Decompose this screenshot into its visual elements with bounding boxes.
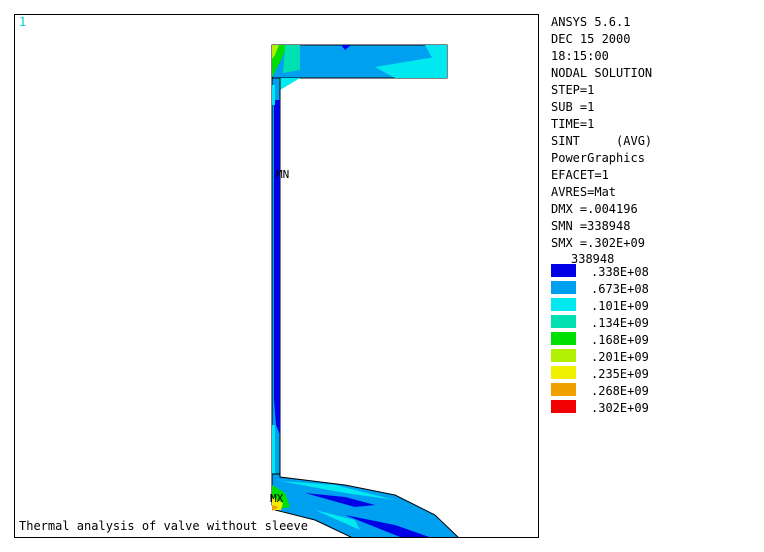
lower-band (280, 481, 395, 500)
legend-label: .338E+08 (591, 265, 649, 279)
info-line: EFACET=1 (551, 168, 609, 182)
legend-swatch (551, 383, 576, 396)
legend-label: .134E+09 (591, 316, 649, 330)
lower-band (315, 510, 360, 530)
legend-entry: .268E+09 (551, 383, 756, 400)
legend-entry: .338E+08 (551, 264, 756, 281)
legend-swatch (551, 298, 576, 311)
flange-band (283, 45, 300, 73)
contour-plot (271, 44, 459, 537)
lower-band (305, 493, 375, 507)
lower-hot-corner (272, 505, 279, 511)
legend-entry: .101E+09 (551, 298, 756, 315)
info-line: ANSYS 5.6.1 (551, 15, 631, 29)
wall-band (274, 100, 280, 400)
legend-swatch (551, 281, 576, 294)
legend-swatch (551, 332, 576, 345)
lower-band (345, 515, 430, 537)
legend-label: .201E+09 (591, 350, 649, 364)
legend-swatch (551, 264, 576, 277)
plot-caption: Thermal analysis of valve without sleeve (19, 519, 308, 533)
flange-band (375, 55, 447, 78)
legend-label: .168E+09 (591, 333, 649, 347)
flange-min-spot (341, 45, 351, 50)
flange-inner-corner (280, 78, 300, 90)
legend-label: .101E+09 (591, 299, 649, 313)
info-line: AVRES=Mat (551, 185, 617, 199)
legend-entry: .134E+09 (551, 315, 756, 332)
info-line: DEC 15 2000 (551, 32, 631, 46)
info-line: DMX =.004196 (551, 202, 638, 216)
info-line: SMN =338948 (551, 219, 631, 233)
info-line: PowerGraphics (551, 151, 645, 165)
legend-entry: .201E+09 (551, 349, 756, 366)
info-line: NODAL SOLUTION (551, 66, 653, 80)
wall-band (272, 85, 275, 105)
legend-entry: .673E+08 (551, 281, 756, 298)
flange-hot-corner (272, 45, 279, 59)
legend-label: .268E+09 (591, 384, 649, 398)
legend-label: .673E+08 (591, 282, 649, 296)
info-line: SINT (AVG) (551, 134, 653, 148)
info-line: 18:15:00 (551, 49, 609, 63)
legend-swatch (551, 366, 576, 379)
min-label: MN (276, 168, 290, 181)
legend-swatch (551, 315, 576, 328)
legend-swatch (551, 400, 576, 413)
wall-band (274, 400, 280, 435)
legend-min-value: 338948 (571, 252, 615, 266)
legend-entry: .235E+09 (551, 366, 756, 383)
legend-entry: .302E+09 (551, 400, 756, 417)
graphics-viewport[interactable]: 1 MN MX Thermal analysis of valve withou… (14, 14, 539, 538)
legend-label: .302E+09 (591, 401, 649, 415)
info-panel: ANSYS 5.6.1 DEC 15 2000 18:15:00 NODAL S… (551, 14, 756, 252)
info-line: SUB =1 (551, 100, 595, 114)
legend-swatch (551, 349, 576, 362)
window-number: 1 (19, 15, 27, 29)
flange-band (425, 45, 447, 65)
legend-entry: .168E+09 (551, 332, 756, 349)
wall-band (272, 425, 275, 475)
legend-label: .235E+09 (591, 367, 649, 381)
info-line: STEP=1 (551, 83, 595, 97)
info-line: SMX =.302E+09 (551, 236, 645, 250)
info-line: TIME=1 (551, 117, 595, 131)
max-label: MX (270, 492, 284, 505)
